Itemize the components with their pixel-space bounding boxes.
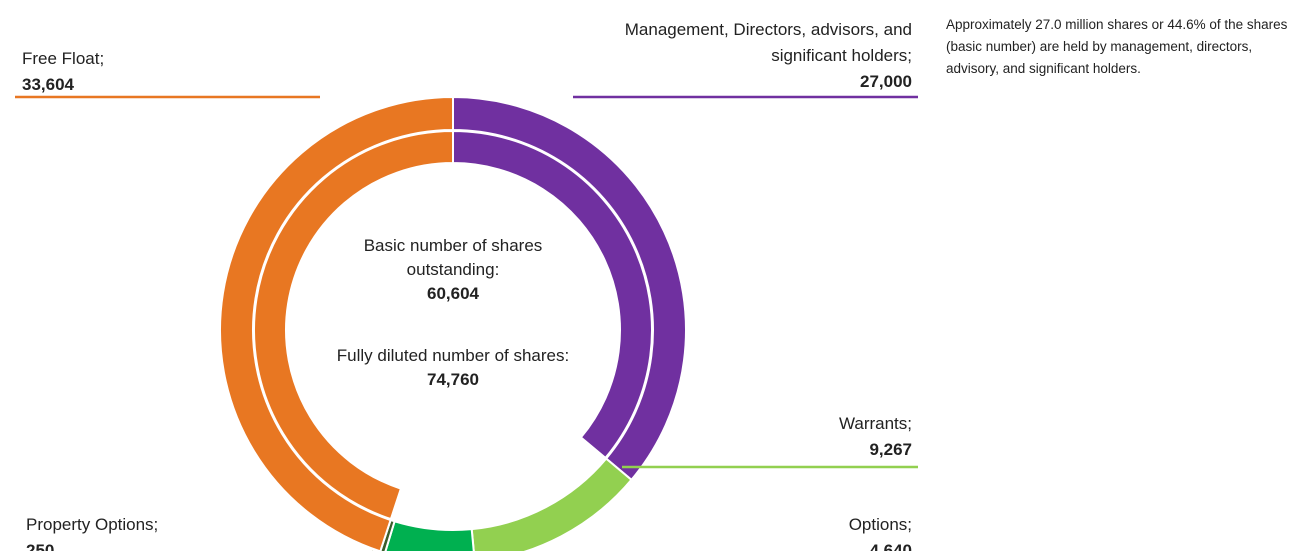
label: Property Options; 250 [26,512,276,551]
category-label: Property Options; [26,515,159,534]
outer-segment [384,520,475,551]
category-label: Options; [848,515,912,534]
category-label: Warrants; [838,414,912,433]
label: Warrants; 9,267 [700,411,912,463]
center-label: Basic number of shares outstanding: 60,60… [323,234,583,306]
category-label: Management, Directors, advisors, and sig… [624,20,912,65]
value-label: 250 [26,541,55,551]
inner-segment [253,129,454,521]
value-label: 33,604 [22,75,74,94]
center-text: Fully diluted number of shares: [336,346,570,365]
inner-segment [452,129,653,460]
value-label: 9,267 [869,440,912,459]
center-text: Basic number of shares outstanding: [363,236,543,279]
category-label: Free Float; [22,49,105,68]
label: Free Float; 33,604 [22,46,272,98]
label: Management, Directors, advisors, and sig… [560,17,912,95]
value-label: 4,640 [869,541,912,551]
label: Options; 4,640 [700,512,912,551]
outer-segment [470,457,633,551]
center-label: Fully diluted number of shares: 74,760 [323,344,583,392]
center-value: 74,760 [427,370,479,389]
value-label: 27,000 [860,72,912,91]
center-value: 60,604 [427,284,479,303]
annotation: Approximately 27.0 million shares or 44.… [946,17,1288,76]
